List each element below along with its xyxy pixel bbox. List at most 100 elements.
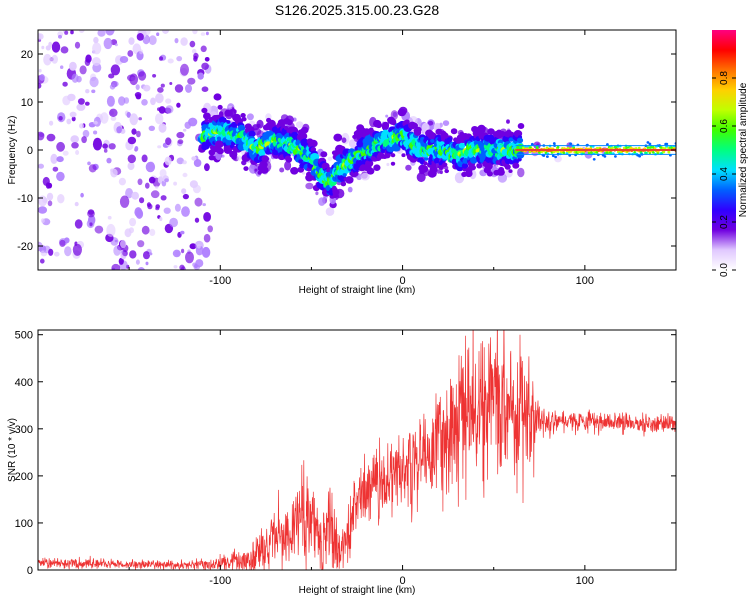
spectrogram-noise-blob [190,270,197,279]
spectrogram-ridge-cell [444,169,450,174]
spectrogram-ridge-cell [622,146,626,150]
spectrogram-noise-blob [58,34,62,39]
spectrogram-noise-blob [44,275,50,283]
spectrogram-ridge-cell [663,147,667,150]
spectrogram-x-tick-label: -100 [209,275,231,287]
spectrogram-ridge-cell [385,153,391,158]
spectrogram-noise-blob [141,225,150,235]
spectrogram-ridge-cell [213,93,222,101]
spectrogram-noise-blob [204,57,210,62]
spectrogram-noise-blob [279,167,285,173]
spectrogram-noise-blob [179,264,185,270]
spectrogram-ridge-cell [606,143,609,146]
spectrogram-noise-blob [207,225,213,233]
spectrogram-ridge-cell [552,150,556,154]
spectrogram-noise-blob [64,30,69,35]
spectrogram-ridge-cell [667,150,671,154]
spectrogram-ridge-cell [283,125,289,130]
spectrogram-noise-blob [194,217,200,223]
spectrogram-ridge-cell [498,130,506,138]
spectrogram-ridge-cell [290,167,299,175]
spectrogram-noise-blob [140,18,148,26]
spectrogram-noise-blob [325,207,335,216]
spectrogram-noise-blob [145,182,150,189]
spectrogram-ridge-cell [259,160,268,169]
spectrogram-noise-blob [155,185,159,189]
spectrogram-ridge-cell [411,122,418,129]
spectrogram-noise-blob [161,30,170,34]
spectrogram-ridge-cell [556,145,560,149]
spectrogram-noise-blob [119,195,130,208]
spectrogram-noise-blob [106,95,115,107]
spectrogram-ridge-cell [208,155,215,161]
spectrogram-noise-blob [126,111,131,118]
spectrogram-noise-blob [104,275,110,281]
spectrogram-ridge-cell [238,124,246,132]
spectrogram-noise-blob [122,250,128,257]
spectrogram-noise-blob [246,113,254,121]
spectrogram-noise-blob [102,143,108,149]
spectrogram-ridge-cell [603,155,607,158]
spectrogram-noise-blob [204,163,210,172]
spectrogram-ridge-cell [342,173,347,177]
spectrogram-noise-blob [305,182,314,190]
spectrogram-ridge-cell [309,139,318,148]
spectrogram-ridge-cell [486,171,493,177]
spectrogram-ridge-cell [498,167,505,172]
spectrogram-noise-blob [120,239,127,249]
spectrogram-noise-blob [71,116,76,122]
spectrogram-noise-blob [135,208,144,219]
spectrogram-noise-blob [129,250,137,259]
spectrogram-noise-blob [293,117,297,122]
spectrogram-noise-blob [158,106,166,114]
spectrogram-ridge-cell [569,142,572,145]
spectrogram-noise-blob [82,129,90,138]
spectrogram-noise-blob [84,101,90,106]
spectrogram-ridge-cell [320,151,328,158]
spectrogram-noise-blob [43,53,52,66]
colorbar-label: Normalized spectral amplitude [738,82,749,217]
spectrogram-noise-blob [75,150,80,155]
spectrogram-noise-blob [327,156,333,161]
colorbar-tick-label: 0.0 [719,263,730,277]
spectrogram-ridge-cell [365,159,374,168]
spectrogram-noise-blob [78,30,85,33]
snr-panel: -100 0 100 0 100 200 300 400 500 Height of stra… [7,329,677,596]
spectrogram-ridge-cell [217,104,223,110]
spectrogram-ridge-cell [542,154,546,157]
spectrogram-ridge-cell [566,146,570,150]
spectrogram-noise-blob [137,267,146,270]
spectrogram-ridge-cell [276,134,282,139]
spectrogram-noise-blob [491,163,497,171]
spectrogram-noise-blob [118,257,124,265]
spectrogram-noise-blob [94,225,104,234]
spectrogram-noise-blob [97,30,106,37]
spectrogram-y-tick-label: 10 [21,97,33,109]
spectrogram-noise-blob [38,33,44,40]
spectrogram-noise-blob [107,215,112,220]
spectrogram-ridge-cell [216,147,224,155]
spectrogram-noise-blob [38,82,42,89]
spectrogram-ridge-cell [638,154,641,158]
spectrogram-noise-blob [85,89,90,94]
spectrogram-ridge-cell [477,124,486,133]
spectrogram-noise-blob [192,262,197,268]
spectrogram-noise-blob [158,123,167,133]
spectrogram-noise-blob [152,74,157,78]
spectrogram-noise-blob [416,172,426,183]
spectrogram-noise-blob [159,169,167,178]
spectrogram-ridge-cell [611,146,614,150]
spectrogram-noise-blob [89,222,93,227]
spectrogram-noise-blob [180,37,188,46]
spectrogram-noise-blob [93,36,99,44]
spectrogram-noise-blob [74,41,81,49]
spectrogram-ridge-cell [517,123,525,129]
spectrogram-noise-blob [106,23,112,29]
spectrogram-noise-blob [64,246,72,257]
spectrogram-ridge-cell [462,158,469,164]
spectrogram-ridge-cell [587,151,591,155]
spectrogram-noise-blob [181,206,190,217]
spectrogram-ridge-cell [476,163,483,169]
spectrogram-ridge-cell [203,112,211,120]
